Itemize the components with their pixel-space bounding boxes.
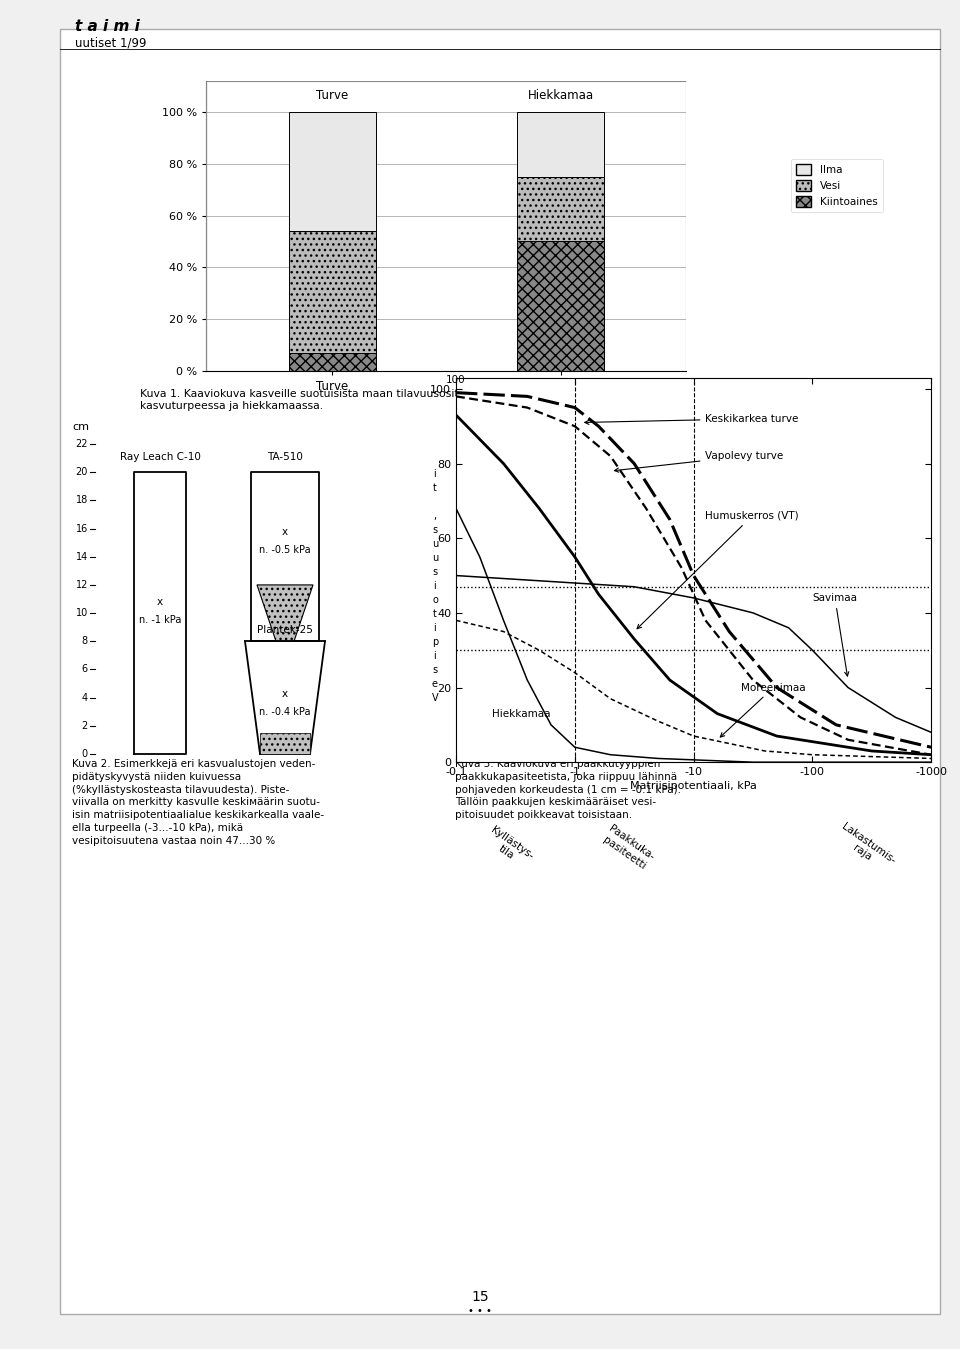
Text: cm: cm	[72, 422, 89, 432]
Bar	[289, 231, 375, 353]
Text: 8: 8	[82, 637, 88, 646]
Text: p: p	[432, 637, 438, 648]
Text: i: i	[434, 581, 437, 591]
Text: x: x	[282, 526, 288, 537]
Text: Vapolevy turve: Vapolevy turve	[614, 451, 783, 472]
Text: n. -0.4 kPa: n. -0.4 kPa	[259, 707, 311, 716]
Bar	[517, 112, 604, 177]
Text: Turve: Turve	[316, 89, 348, 101]
Text: Moreenimaa: Moreenimaa	[720, 683, 805, 737]
Text: Kuva 1. Kaaviokuva kasveille suotuisista maan tilavuusositteista
kasvuturpeessa : Kuva 1. Kaaviokuva kasveille suotuisista…	[140, 389, 490, 410]
Text: Kuva 3. Kaaviokuva eri paakkutyyppien
paakkukapasiteetista, joka riippuu lähinnä: Kuva 3. Kaaviokuva eri paakkutyyppien pa…	[455, 759, 681, 820]
Text: Kyllästys-
tila: Kyllästys- tila	[483, 824, 536, 871]
Text: 18: 18	[76, 495, 88, 506]
Bar	[517, 177, 604, 241]
Text: Ray Leach C-10: Ray Leach C-10	[120, 452, 201, 463]
Text: 20: 20	[76, 467, 88, 478]
Text: n. -0.5 kPa: n. -0.5 kPa	[259, 545, 311, 554]
Text: i: i	[434, 469, 437, 479]
Bar	[517, 241, 604, 371]
Text: 14: 14	[76, 552, 88, 561]
Text: t a i m i: t a i m i	[75, 19, 140, 34]
Text: u: u	[432, 553, 438, 563]
X-axis label: Matriisipotentiaali, kPa: Matriisipotentiaali, kPa	[630, 781, 757, 792]
Text: Keskikarkea turve: Keskikarkea turve	[585, 414, 799, 425]
Text: • • •: • • •	[468, 1306, 492, 1317]
Text: Kuva 2. Esimerkkejä eri kasvualustojen veden-
pidätyskyvystä niiden kuivuessa
(%: Kuva 2. Esimerkkejä eri kasvualustojen v…	[72, 759, 324, 846]
Text: i: i	[434, 652, 437, 661]
Text: 2: 2	[82, 720, 88, 731]
Text: Savimaa: Savimaa	[812, 594, 857, 676]
Text: u: u	[432, 540, 438, 549]
Bar	[289, 353, 375, 371]
Text: 12: 12	[76, 580, 88, 590]
Text: 100: 100	[446, 375, 466, 386]
Text: x: x	[282, 689, 288, 699]
Text: s: s	[432, 665, 438, 674]
Polygon shape	[257, 585, 313, 641]
Text: Hiekkamaa: Hiekkamaa	[528, 89, 593, 101]
Text: 10: 10	[76, 608, 88, 618]
Text: s: s	[432, 525, 438, 536]
Text: Lakastumis-
raja: Lakastumis- raja	[833, 822, 898, 876]
Bar	[289, 112, 375, 231]
Text: 16: 16	[76, 523, 88, 534]
Bar	[260, 733, 310, 754]
Legend: Ilma, Vesi, Kiintoaines: Ilma, Vesi, Kiintoaines	[791, 159, 883, 212]
Text: 15: 15	[471, 1290, 489, 1304]
Text: Hiekkamaa: Hiekkamaa	[492, 708, 551, 719]
Text: i: i	[434, 623, 437, 633]
Text: 6: 6	[82, 665, 88, 674]
Text: x: x	[156, 598, 163, 607]
Text: e: e	[432, 679, 438, 689]
Text: Paakkuka-
pasiteetti: Paakkuka- pasiteetti	[600, 824, 656, 871]
Text: 4: 4	[82, 692, 88, 703]
Text: t: t	[433, 483, 437, 492]
Text: Humuskerros (VT): Humuskerros (VT)	[637, 511, 799, 629]
Text: Plantek-25: Plantek-25	[257, 626, 313, 635]
Text: s: s	[432, 567, 438, 577]
Text: 22: 22	[76, 438, 88, 449]
Text: uutiset 1/99: uutiset 1/99	[75, 36, 147, 50]
Text: t: t	[433, 608, 437, 619]
Text: TA-510: TA-510	[267, 452, 303, 463]
Text: V: V	[432, 693, 439, 703]
Text: o: o	[432, 595, 438, 604]
Text: 0: 0	[82, 749, 88, 759]
Text: ,: ,	[433, 511, 437, 521]
Text: n. -1 kPa: n. -1 kPa	[139, 615, 181, 625]
